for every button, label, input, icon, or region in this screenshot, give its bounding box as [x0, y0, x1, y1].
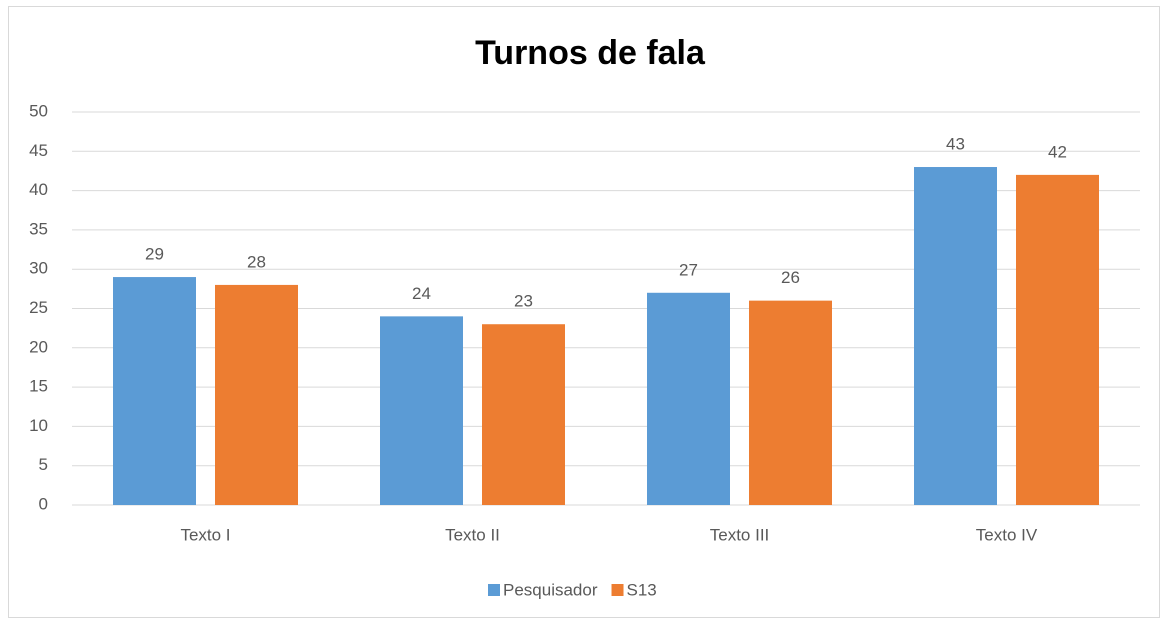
data-label: 43 [946, 135, 965, 154]
y-tick-label: 0 [39, 494, 48, 513]
y-tick-label: 25 [29, 298, 48, 317]
bar [482, 324, 565, 505]
legend-label: S13 [627, 580, 657, 599]
x-tick-label: Texto II [445, 525, 500, 544]
legend-label: Pesquisador [503, 580, 598, 599]
data-label: 29 [145, 245, 164, 264]
bar [749, 300, 832, 505]
x-tick-label: Texto I [180, 525, 230, 544]
legend-swatch [488, 584, 500, 596]
y-tick-label: 15 [29, 377, 48, 396]
y-tick-label: 10 [29, 416, 48, 435]
y-tick-label: 20 [29, 337, 48, 356]
bar [1016, 174, 1099, 505]
x-tick-label: Texto III [710, 525, 770, 544]
y-tick-label: 35 [29, 219, 48, 238]
chart-title: Turnos de fala [475, 34, 706, 72]
bar [647, 292, 730, 505]
y-tick-label: 50 [29, 101, 48, 120]
y-tick-label: 30 [29, 259, 48, 278]
bar [113, 277, 196, 505]
bar [914, 167, 997, 505]
data-label: 42 [1048, 142, 1067, 161]
x-tick-label: Texto IV [976, 525, 1038, 544]
legend-swatch [611, 584, 624, 596]
data-label: 28 [247, 252, 266, 271]
bar [380, 316, 463, 505]
y-tick-label: 5 [39, 455, 48, 474]
y-tick-label: 40 [29, 180, 48, 199]
data-label: 27 [679, 260, 698, 279]
y-tick-label: 45 [29, 141, 48, 160]
data-label: 24 [412, 284, 431, 303]
bar [215, 284, 298, 505]
data-label: 23 [514, 292, 533, 311]
data-label: 26 [781, 268, 800, 287]
